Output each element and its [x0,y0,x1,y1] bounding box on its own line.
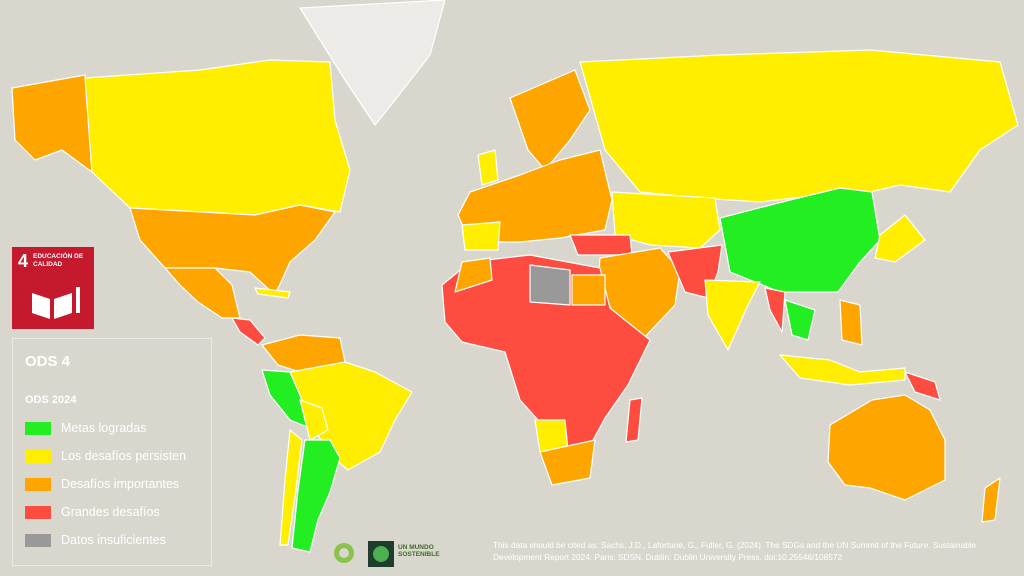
legend-label: Grandes desafíos [61,505,160,519]
bolivia [299,399,329,441]
legend-item: Metas logradas [25,421,146,435]
badge-label: EDUCACIÓN DE CALIDAD [33,253,84,268]
egypt [571,274,606,306]
canada [84,59,351,216]
badge-number: 4 [18,251,29,271]
argentina [291,439,341,553]
legend-label: Desafíos importantes [61,477,180,491]
southern-africa [539,439,596,486]
chile [279,429,303,546]
legend-label: Datos insuficientes [61,533,166,547]
turkey [569,234,633,256]
indonesia [779,354,906,386]
legend-swatch [25,477,51,491]
papua [904,371,941,401]
thailand [784,299,816,341]
usa [129,204,336,296]
legend-swatch [25,505,51,519]
legend-subtitle: ODS 2024 [25,394,77,406]
philippines [839,299,863,346]
madagascar [625,397,643,443]
morocco [454,257,493,293]
badge-icon [32,287,80,319]
iberia [461,221,501,251]
japan-korea [874,214,926,263]
myanmar [764,287,786,333]
citation: This data should be cited as: Sachs, J.D… [493,540,977,562]
new-zealand [981,477,1001,523]
legend-label: Metas logradas [61,421,147,435]
legend-item: Grandes desafíos [25,505,160,519]
logos [334,541,394,567]
legend-title: ODS 4 [25,353,71,370]
legend-item: Datos insuficientes [25,533,166,547]
india [704,279,761,351]
legend-swatch [25,449,51,463]
mexico [164,267,241,319]
russia [579,49,1019,203]
legend-swatch [25,533,51,547]
scandinavia [509,69,591,171]
uk [477,149,499,186]
logo-text: UN MUNDO SOSTENIBLE [398,544,440,558]
alaska [11,74,93,173]
legend: ODS 4 ODS 2024 Metas logradas Los desafío… [12,338,212,566]
greenland [299,0,446,126]
legend-swatch [25,421,51,435]
cuba [254,287,291,299]
land [11,0,1019,553]
legend-item: Desafíos importantes [25,477,179,491]
china [719,187,881,293]
central-america [231,317,266,346]
libya [529,264,571,306]
legend-label: Los desafíos persisten [61,449,187,463]
australia [827,394,946,501]
sdg-badge: 4 EDUCACIÓN DE CALIDAD [12,247,94,329]
legend-item: Los desafíos persisten [25,449,186,463]
